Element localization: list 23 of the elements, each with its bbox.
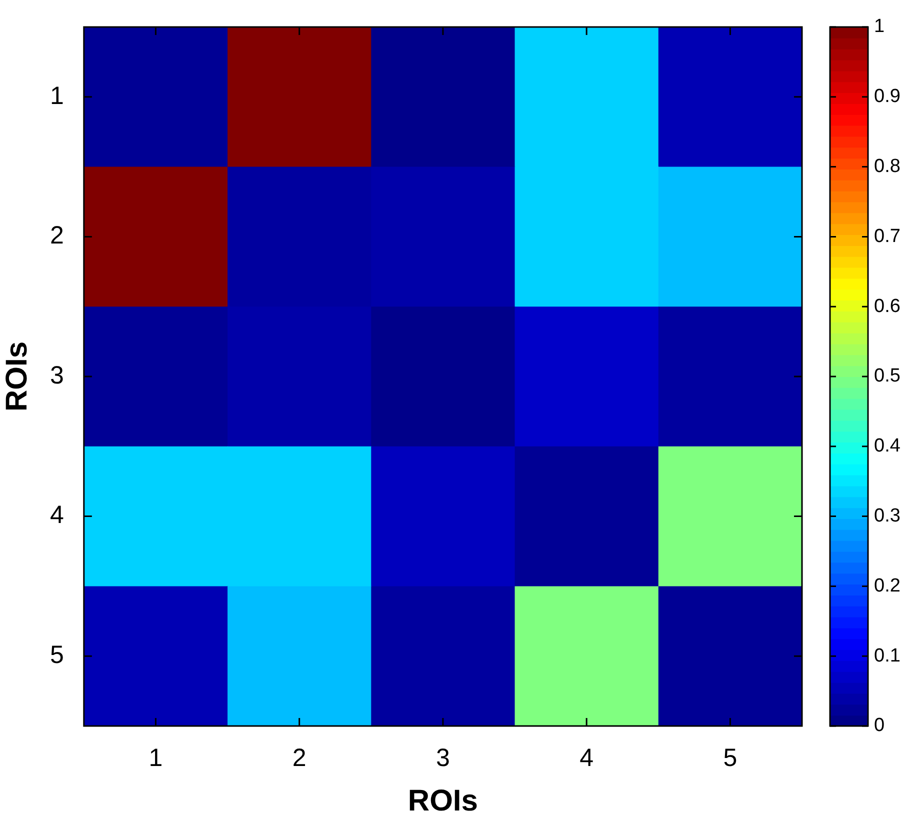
x-tick-label: 4 xyxy=(580,744,594,772)
color-bar-label: 0.5 xyxy=(874,366,900,387)
y-tick-label: 4 xyxy=(50,501,64,530)
x-axis-title: ROIs xyxy=(408,784,478,818)
color-bar-label: 0 xyxy=(874,715,885,736)
color-bar-label: 0.9 xyxy=(874,86,900,108)
y-tick-label: 2 xyxy=(50,222,64,250)
y-tick-label: 1 xyxy=(50,82,64,110)
y-axis-title: ROIs xyxy=(0,341,34,412)
color-bar-label: 0.8 xyxy=(874,156,900,178)
color-bar-label: 1 xyxy=(874,16,885,38)
x-tick-label: 3 xyxy=(436,744,450,772)
y-tick-label: 3 xyxy=(50,361,64,390)
x-tick-label: 2 xyxy=(292,744,306,772)
color-bar-label: 0.7 xyxy=(874,226,900,247)
color-bar-label: 0.2 xyxy=(874,575,900,596)
x-tick-label: 5 xyxy=(723,744,738,772)
color-bar-label: 0.3 xyxy=(874,506,900,527)
color-bar-label: 0.4 xyxy=(874,436,901,457)
x-tick-label: 1 xyxy=(148,744,163,772)
color-bar-label: 0.1 xyxy=(874,645,900,666)
color-bar-label: 0.6 xyxy=(874,296,900,317)
y-tick-label: 5 xyxy=(50,640,64,669)
